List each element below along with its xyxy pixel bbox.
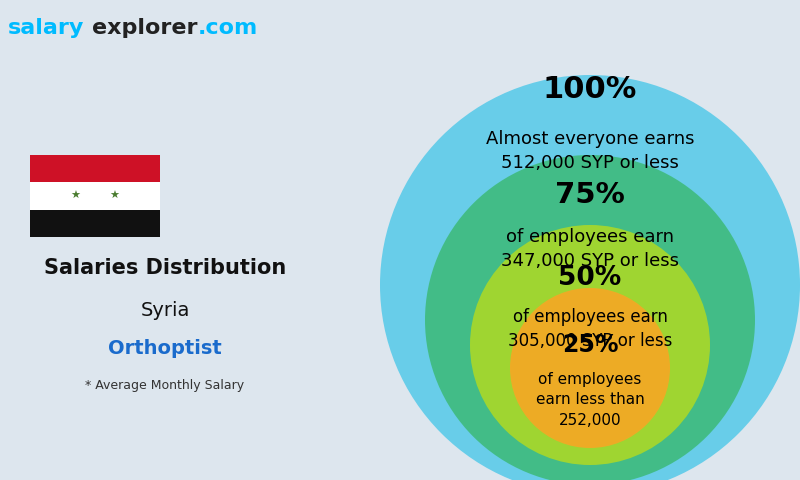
Text: salary: salary [8,18,84,38]
Text: 75%: 75% [555,181,625,209]
Bar [30,182,160,210]
Ellipse shape [470,225,710,465]
Text: .com: .com [198,18,258,38]
Text: ★: ★ [110,191,119,201]
Text: Almost everyone earns
512,000 SYP or less: Almost everyone earns 512,000 SYP or les… [486,130,694,172]
Text: explorer: explorer [92,18,198,38]
Text: Salaries Distribution: Salaries Distribution [44,258,286,278]
Text: ★: ★ [70,191,81,201]
Ellipse shape [425,155,755,480]
Text: Syria: Syria [140,300,190,320]
Text: of employees
earn less than
252,000: of employees earn less than 252,000 [536,372,644,428]
Ellipse shape [510,288,670,448]
Text: 25%: 25% [562,333,618,357]
Text: 100%: 100% [543,75,637,105]
Bar [30,210,160,237]
Text: 50%: 50% [558,265,622,291]
Ellipse shape [380,75,800,480]
Text: of employees earn
347,000 SYP or less: of employees earn 347,000 SYP or less [501,228,679,270]
Text: of employees earn
305,000 SYP or less: of employees earn 305,000 SYP or less [508,308,672,350]
Bar [30,155,160,182]
Text: Orthoptist: Orthoptist [108,338,222,358]
Text: * Average Monthly Salary: * Average Monthly Salary [86,379,245,392]
